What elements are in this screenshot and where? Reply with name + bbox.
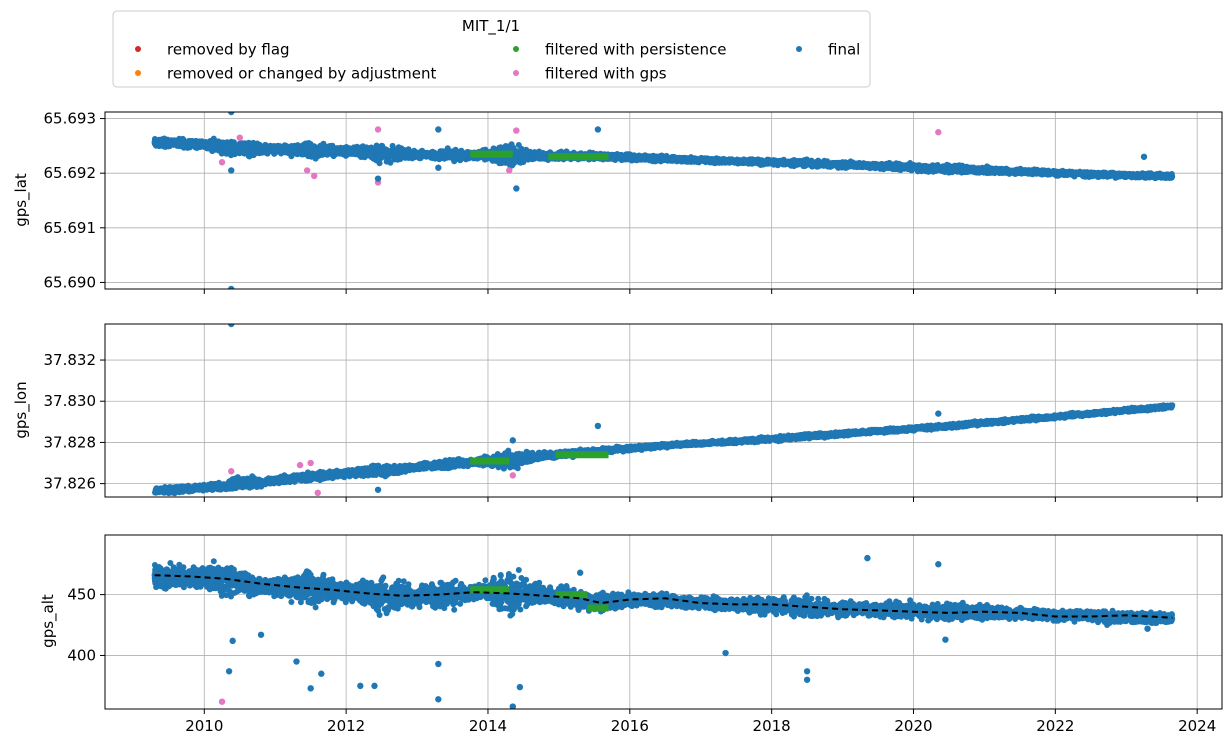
final-point	[933, 167, 939, 173]
legend-marker-filtered-with-persistence	[513, 46, 519, 52]
final-point	[179, 143, 185, 149]
final-point	[288, 153, 294, 159]
legend: MIT_1/1 removed by flag removed or chang…	[113, 11, 870, 87]
final-point	[1065, 170, 1071, 176]
legend-title: MIT_1/1	[462, 17, 520, 36]
y-axis-label-gps-lat: gps_lat	[12, 173, 31, 227]
legend-marker-filtered-with-gps	[513, 70, 519, 76]
final-point	[318, 146, 324, 152]
legend-label-final: final	[828, 41, 860, 59]
final-point	[245, 148, 251, 154]
legend-marker-removed-or-changed-by-adjustment	[135, 70, 141, 76]
legend-label-removed-by-flag: removed by flag	[167, 41, 290, 59]
legend-label-filtered-with-persistence: filtered with persistence	[545, 41, 726, 59]
final-point	[1047, 170, 1053, 176]
legend-label-filtered-with-gps: filtered with gps	[545, 65, 667, 83]
final-point	[781, 161, 787, 167]
legend-label-removed-or-changed-by-adjustment: removed or changed by adjustment	[167, 65, 436, 83]
legend-marker-final	[796, 46, 802, 52]
final-point	[219, 151, 225, 157]
final-point	[152, 136, 158, 142]
final-point	[256, 148, 262, 154]
final-point	[367, 153, 373, 159]
legend-marker-removed-by-flag	[135, 46, 141, 52]
